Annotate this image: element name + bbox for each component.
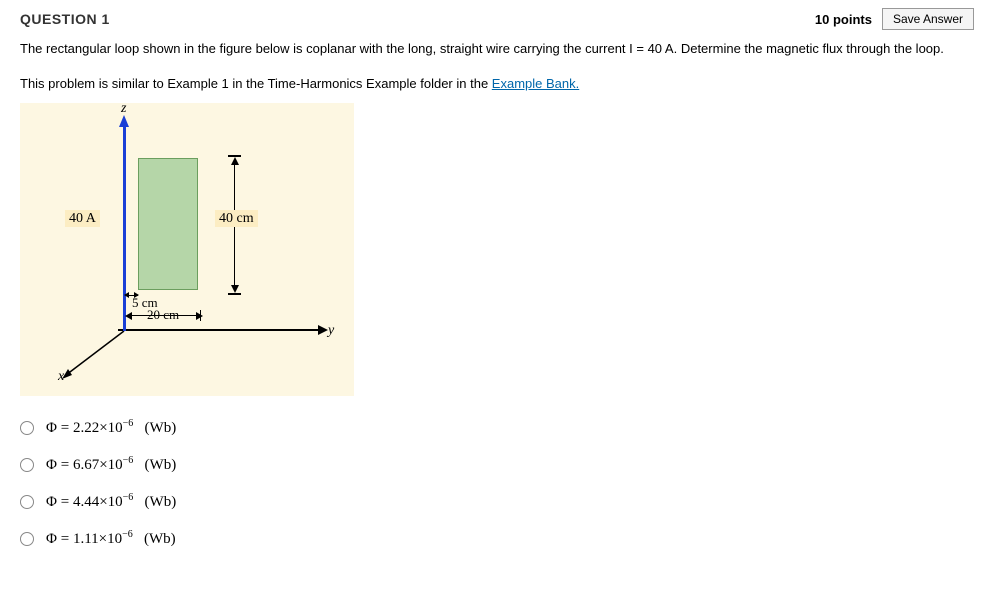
height-label: 40 cm bbox=[215, 211, 258, 227]
answer-options: Φ = 2.22×10−6 (Wb) Φ = 6.67×10−6 (Wb) Φ … bbox=[20, 418, 974, 548]
gap-arrow-l bbox=[124, 292, 129, 298]
hint-prefix: This problem is similar to Example 1 in … bbox=[20, 76, 492, 91]
option-c-label: Φ = 4.44×10−6 (Wb) bbox=[46, 492, 176, 511]
question-hint: This problem is similar to Example 1 in … bbox=[20, 76, 974, 91]
radio-d[interactable] bbox=[20, 532, 34, 546]
question-title: QUESTION 1 bbox=[20, 11, 110, 27]
y-axis-arrow bbox=[318, 325, 328, 335]
width-arrow-r bbox=[196, 312, 203, 320]
z-label: z bbox=[121, 101, 126, 117]
current-wire bbox=[123, 121, 126, 331]
height-arrow-down bbox=[231, 285, 239, 293]
y-label: y bbox=[328, 323, 334, 339]
radio-a[interactable] bbox=[20, 421, 34, 435]
rectangular-loop bbox=[138, 158, 198, 290]
option-b-label: Φ = 6.67×10−6 (Wb) bbox=[46, 455, 176, 474]
width-arrow-l bbox=[125, 312, 132, 320]
header-right: 10 points Save Answer bbox=[815, 8, 974, 30]
radio-c[interactable] bbox=[20, 495, 34, 509]
option-b[interactable]: Φ = 6.67×10−6 (Wb) bbox=[20, 455, 974, 474]
x-axis bbox=[58, 329, 128, 381]
option-c[interactable]: Φ = 4.44×10−6 (Wb) bbox=[20, 492, 974, 511]
figure: y x z 40 A 40 cm 5 cm 20 cm bbox=[20, 103, 354, 396]
example-bank-link[interactable]: Example Bank. bbox=[492, 76, 579, 91]
width-label: 20 cm bbox=[147, 307, 179, 323]
height-dim-cap-bot bbox=[228, 293, 241, 295]
height-arrow-up bbox=[231, 157, 239, 165]
option-d-label: Φ = 1.11×10−6 (Wb) bbox=[46, 529, 176, 548]
question-header: QUESTION 1 10 points Save Answer bbox=[20, 8, 974, 30]
question-prompt: The rectangular loop shown in the figure… bbox=[20, 40, 974, 58]
option-d[interactable]: Φ = 1.11×10−6 (Wb) bbox=[20, 529, 974, 548]
points-label: 10 points bbox=[815, 12, 872, 27]
radio-b[interactable] bbox=[20, 458, 34, 472]
x-label: x bbox=[58, 369, 64, 385]
option-a-label: Φ = 2.22×10−6 (Wb) bbox=[46, 418, 176, 437]
y-axis bbox=[118, 329, 320, 331]
option-a[interactable]: Φ = 2.22×10−6 (Wb) bbox=[20, 418, 974, 437]
save-answer-button[interactable]: Save Answer bbox=[882, 8, 974, 30]
current-label: 40 A bbox=[65, 211, 100, 227]
